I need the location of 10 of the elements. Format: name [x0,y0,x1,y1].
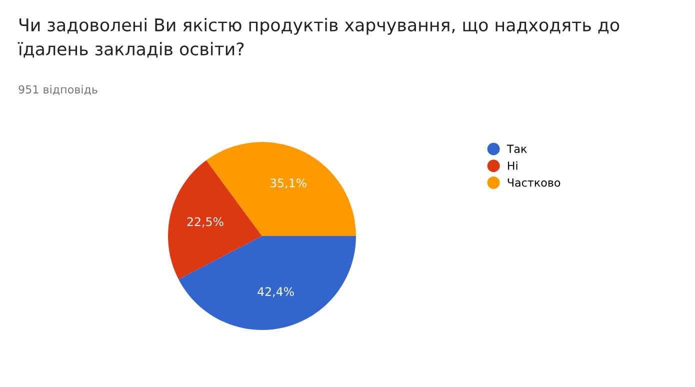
pie-slice [168,160,262,280]
data-label: 22,5% [187,217,224,228]
text: 951 відповідь [18,85,98,95]
chart-title: Чи задоволені Ви якістю продуктів харчування, що надходять до їдалень закладів освіти? [18,18,620,58]
legend-label: Ні [508,161,518,170]
pie-slice [178,236,356,330]
data-label: 35,1% [270,178,306,189]
legend-label: Так [506,144,527,154]
legend-label: Частково [508,178,560,187]
data-label: 42,4% [258,287,294,298]
